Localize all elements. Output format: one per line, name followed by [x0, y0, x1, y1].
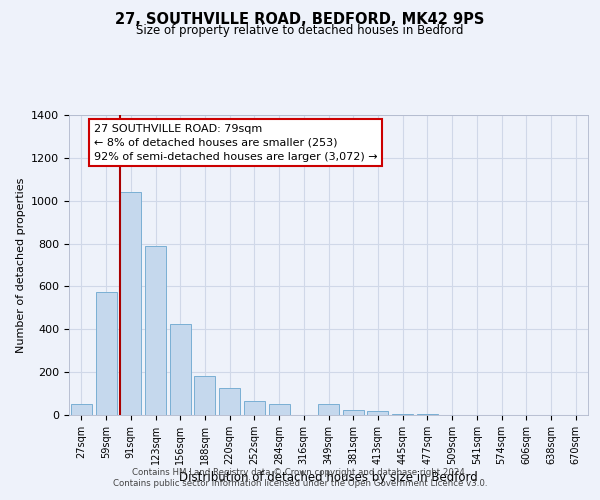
Bar [194, 376, 215, 415]
X-axis label: Distribution of detached houses by size in Bedford: Distribution of detached houses by size … [179, 471, 478, 484]
Y-axis label: Number of detached properties: Number of detached properties [16, 178, 26, 352]
Text: 27, SOUTHVILLE ROAD, BEDFORD, MK42 9PS: 27, SOUTHVILLE ROAD, BEDFORD, MK42 9PS [115, 12, 485, 28]
Text: Size of property relative to detached houses in Bedford: Size of property relative to detached ho… [136, 24, 464, 37]
Bar [269, 404, 290, 415]
Bar [244, 401, 265, 415]
Bar [120, 192, 141, 415]
Bar [367, 410, 388, 415]
Bar [95, 292, 116, 415]
Bar [170, 324, 191, 415]
Bar [145, 246, 166, 415]
Bar [219, 388, 240, 415]
Text: 27 SOUTHVILLE ROAD: 79sqm
← 8% of detached houses are smaller (253)
92% of semi-: 27 SOUTHVILLE ROAD: 79sqm ← 8% of detach… [94, 124, 377, 162]
Text: Contains HM Land Registry data © Crown copyright and database right 2024.
Contai: Contains HM Land Registry data © Crown c… [113, 468, 487, 487]
Bar [318, 404, 339, 415]
Bar [392, 414, 413, 415]
Bar [343, 410, 364, 415]
Bar [417, 414, 438, 415]
Bar [71, 404, 92, 415]
